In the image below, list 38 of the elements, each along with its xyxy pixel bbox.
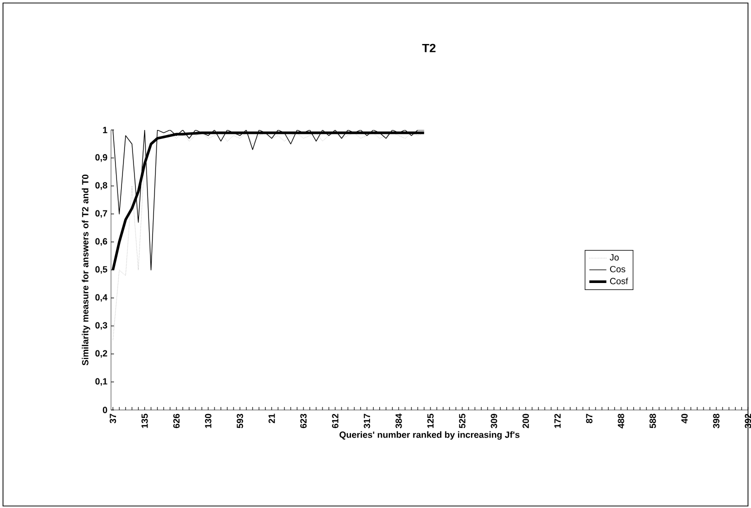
x-tick-label: 488: [618, 414, 624, 428]
y-tick-label: 0,5: [95, 266, 108, 274]
x-tick-label: 398: [713, 414, 720, 428]
x-tick-label: 87: [586, 414, 592, 424]
y-tick-label: 0,8: [95, 182, 108, 190]
x-axis-title: Queries' number ranked by increasing Jf's: [340, 431, 520, 440]
x-tick-label: 200: [522, 414, 529, 428]
x-tick-label: 21: [268, 414, 275, 424]
y-tick-label: 0,9: [95, 154, 108, 162]
x-tick-label: 384: [396, 414, 402, 428]
x-tick-label: 392: [744, 414, 751, 428]
x-tick-label: 130: [204, 414, 212, 428]
x-tick-label: 588: [650, 414, 656, 428]
y-tick-label: 1: [103, 126, 108, 134]
x-tick-label: 37: [110, 414, 116, 424]
x-tick-label: 623: [300, 414, 307, 428]
x-tick-label: 309: [490, 414, 498, 428]
x-tick-label: 317: [364, 414, 370, 428]
x-tick-label: 612: [332, 414, 338, 428]
y-tick-label: 0: [102, 406, 108, 414]
y-tick-label: 0,2: [95, 350, 108, 358]
legend-label: Cos: [610, 266, 626, 272]
y-tick-label: 0,3: [95, 322, 108, 330]
x-tick-label: 593: [236, 414, 244, 428]
x-tick-label: 525: [459, 414, 466, 428]
legend-label: Cosf: [610, 278, 628, 284]
y-axis-title: Similarity measure for answers of T2 and T0: [82, 174, 90, 366]
chart-title: T2: [422, 44, 436, 52]
y-tick-label: 0,7: [95, 210, 108, 218]
x-tick-label: 40: [681, 414, 688, 424]
legend-label: Jo: [610, 254, 619, 261]
x-tick-label: 172: [554, 414, 561, 428]
y-tick-label: 0,6: [95, 238, 108, 246]
y-tick-label: 0,4: [95, 294, 108, 302]
x-tick-label: 135: [141, 414, 148, 428]
x-tick-label: 626: [173, 414, 180, 428]
y-tick-label: 0,1: [95, 378, 108, 386]
x-tick-label: 125: [427, 414, 434, 428]
